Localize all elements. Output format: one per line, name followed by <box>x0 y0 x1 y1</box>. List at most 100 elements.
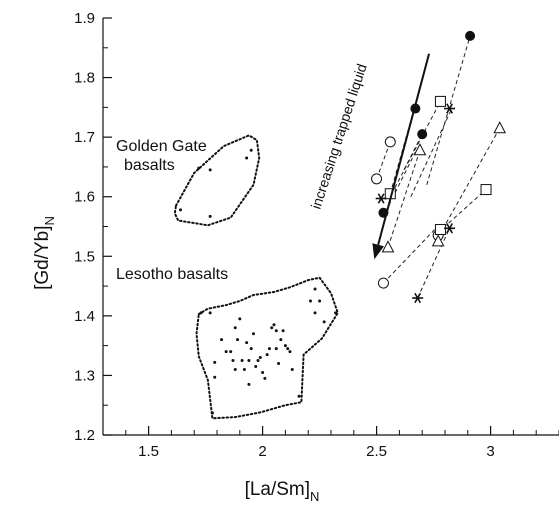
region-point <box>251 332 255 336</box>
region-point <box>265 353 269 357</box>
region-point <box>297 394 301 398</box>
axes <box>102 18 559 436</box>
region-point <box>238 317 242 321</box>
region-point <box>288 350 292 354</box>
y-tick-label: 1.7 <box>74 129 95 146</box>
x-tick-label: 2 <box>258 443 266 460</box>
region-point <box>281 329 285 333</box>
region-point <box>233 367 237 371</box>
tie-line <box>410 108 453 197</box>
region-point <box>249 148 253 152</box>
point-asterisk <box>444 223 456 234</box>
point-filled-circle <box>417 129 428 140</box>
region-point <box>272 323 276 327</box>
region-point <box>229 350 233 354</box>
point-asterisk <box>412 292 424 304</box>
regions-layer <box>173 134 339 420</box>
y-tick-label: 1.3 <box>74 367 95 384</box>
region-point <box>233 326 237 330</box>
region-point <box>249 347 253 351</box>
point-open-square <box>480 184 492 196</box>
region-point <box>258 356 262 360</box>
region-point <box>283 344 287 348</box>
region-outline-1 <box>195 276 339 420</box>
region-point <box>290 367 294 371</box>
region-point <box>313 287 317 291</box>
region-point <box>279 338 283 342</box>
region-point <box>277 362 281 366</box>
region-point <box>208 214 212 218</box>
y-tick-label: 1.9 <box>74 10 95 27</box>
x-axis-title: [La/Sm]N <box>245 479 320 504</box>
region-point <box>220 338 224 342</box>
region-point <box>261 370 265 374</box>
tie-line <box>435 127 501 242</box>
region-point <box>245 341 249 345</box>
region-point <box>247 359 251 363</box>
golden-gate-label-line2: basalts <box>124 157 175 174</box>
region-point <box>213 360 217 364</box>
region-point <box>267 347 271 351</box>
region-point <box>224 350 228 354</box>
arrow-shaft <box>377 53 431 246</box>
point-open-circle <box>371 173 383 185</box>
point-asterisk <box>375 193 387 204</box>
y-tick-label: 1.6 <box>74 189 95 206</box>
region-point <box>210 411 214 415</box>
tie-line <box>383 223 441 284</box>
region-point <box>313 311 317 315</box>
y-tick-label: 1.8 <box>74 70 95 87</box>
region-point <box>199 311 203 315</box>
region-point <box>274 347 278 351</box>
region-point <box>274 329 278 333</box>
region-point <box>308 299 312 303</box>
region-point <box>334 311 338 315</box>
point-open-triangle <box>493 121 507 134</box>
region-point <box>286 347 290 351</box>
region-outline-0 <box>173 134 261 227</box>
y-tick-label: 1.4 <box>74 308 95 325</box>
tie-lines-layer <box>376 35 501 299</box>
x-axis-title-sub: N <box>310 489 319 504</box>
region-point <box>236 338 240 342</box>
point-open-square <box>434 223 446 235</box>
region-point <box>322 320 326 324</box>
point-open-circle <box>384 136 396 148</box>
region-point <box>240 359 244 363</box>
tie-line <box>387 150 421 248</box>
lesotho-label: Lesotho basalts <box>116 266 228 283</box>
y-tick-label: 1.5 <box>74 248 95 265</box>
region-point <box>245 156 249 160</box>
region-point <box>213 375 217 379</box>
y-tick-label: 1.2 <box>74 427 95 444</box>
ticks-layer: 1.5 2 2.5 3 1.2 1.3 1.4 1.5 1.6 1.7 1.8 1.9 <box>74 10 559 460</box>
arrow-head <box>372 243 384 260</box>
point-open-circle <box>377 277 389 289</box>
region-point <box>318 299 322 303</box>
region-point <box>208 311 212 315</box>
points-layer <box>371 30 507 304</box>
tie-line <box>394 101 441 189</box>
point-asterisk <box>444 103 456 114</box>
tie-line <box>376 141 391 180</box>
y-axis-title-sub: N <box>42 216 57 225</box>
x-axis-title-main: [La/Sm] <box>245 479 310 500</box>
point-filled-circle <box>465 30 476 41</box>
region-point <box>263 376 267 380</box>
region-point <box>270 326 274 330</box>
y-axis-title-main: [Gd/Yb] <box>32 225 53 289</box>
region-point <box>256 359 260 363</box>
point-open-square <box>434 95 446 107</box>
golden-gate-label-line1: Golden Gate <box>116 138 207 155</box>
point-open-triangle <box>431 234 445 247</box>
point-open-triangle <box>381 240 395 253</box>
region-point <box>231 359 235 363</box>
region-point <box>197 166 201 170</box>
region-point <box>247 382 251 386</box>
y-axis-title: [Gd/Yb]N <box>32 216 57 290</box>
region-point <box>254 364 258 368</box>
x-tick-label: 3 <box>486 443 494 460</box>
x-tick-label: 1.5 <box>138 443 159 460</box>
trend-arrow <box>372 53 431 260</box>
